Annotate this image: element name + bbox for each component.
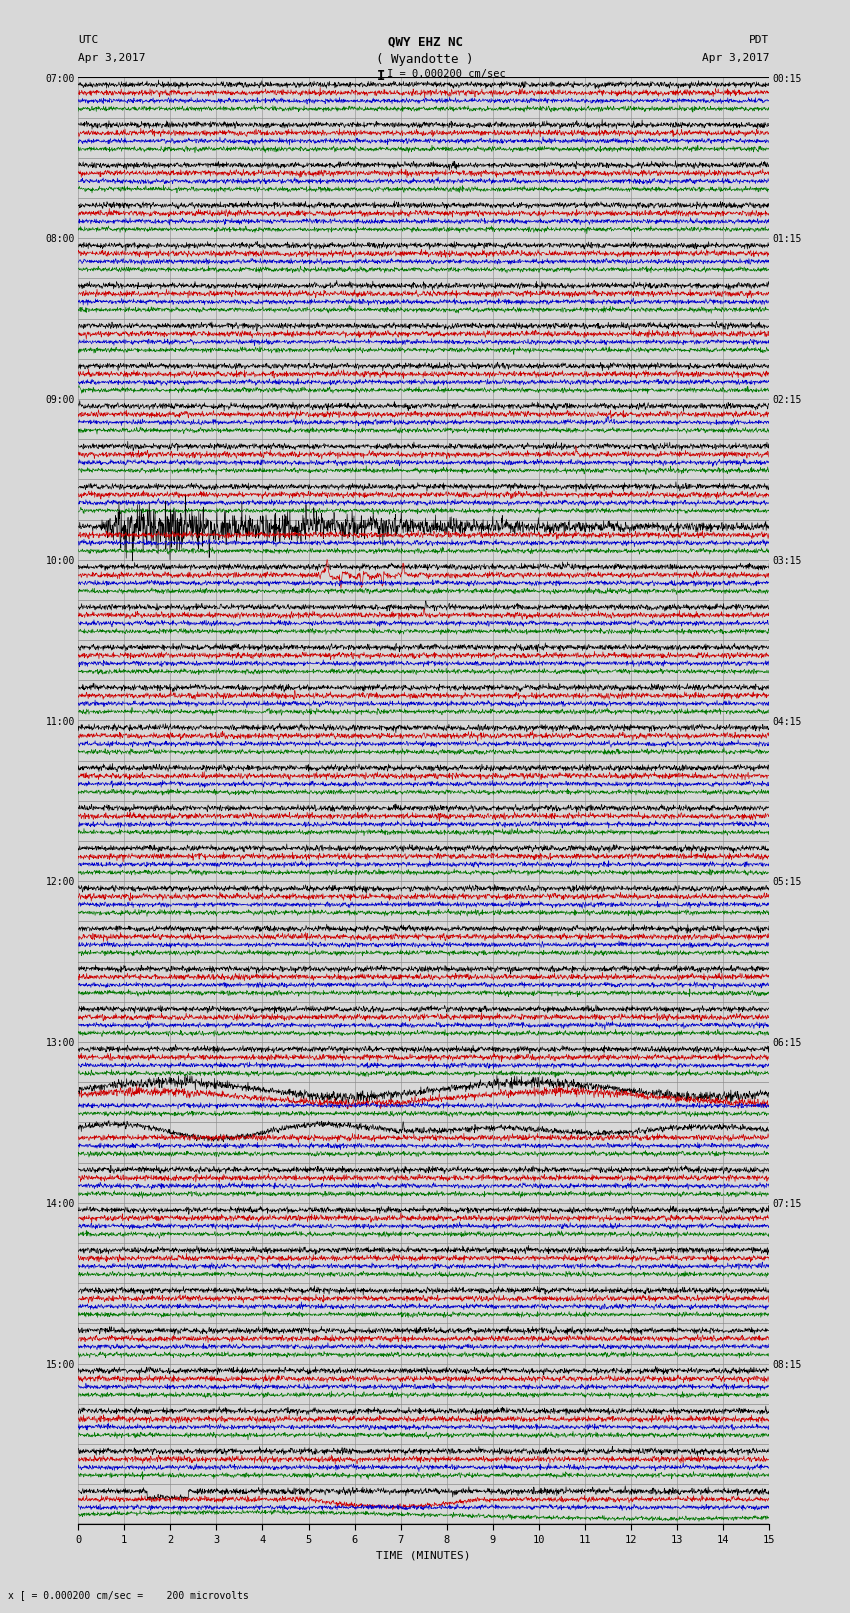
Text: 08:15: 08:15	[773, 1360, 802, 1369]
Text: 02:15: 02:15	[773, 395, 802, 405]
Text: 14:00: 14:00	[45, 1198, 75, 1210]
Text: 04:15: 04:15	[773, 716, 802, 727]
Text: 13:00: 13:00	[45, 1039, 75, 1048]
Text: 15:00: 15:00	[45, 1360, 75, 1369]
Text: 05:15: 05:15	[773, 877, 802, 887]
Text: I = 0.000200 cm/sec: I = 0.000200 cm/sec	[387, 69, 506, 79]
Text: 09:00: 09:00	[45, 395, 75, 405]
Text: QWY EHZ NC: QWY EHZ NC	[388, 35, 462, 48]
Text: Apr 3,2017: Apr 3,2017	[78, 53, 145, 63]
Text: I: I	[377, 69, 385, 84]
Text: 07:15: 07:15	[773, 1198, 802, 1210]
Text: 07:00: 07:00	[45, 74, 75, 84]
Text: 12:00: 12:00	[45, 877, 75, 887]
Text: 10:00: 10:00	[45, 556, 75, 566]
Text: ( Wyandotte ): ( Wyandotte )	[377, 53, 473, 66]
Text: 00:15: 00:15	[773, 74, 802, 84]
Text: 08:00: 08:00	[45, 234, 75, 245]
Text: 06:15: 06:15	[773, 1039, 802, 1048]
Text: 03:15: 03:15	[773, 556, 802, 566]
Text: x [ = 0.000200 cm/sec =    200 microvolts: x [ = 0.000200 cm/sec = 200 microvolts	[8, 1590, 249, 1600]
Text: 01:15: 01:15	[773, 234, 802, 245]
Text: UTC: UTC	[78, 35, 99, 45]
Text: 11:00: 11:00	[45, 716, 75, 727]
Text: Apr 3,2017: Apr 3,2017	[702, 53, 769, 63]
X-axis label: TIME (MINUTES): TIME (MINUTES)	[377, 1550, 471, 1560]
Text: PDT: PDT	[749, 35, 769, 45]
